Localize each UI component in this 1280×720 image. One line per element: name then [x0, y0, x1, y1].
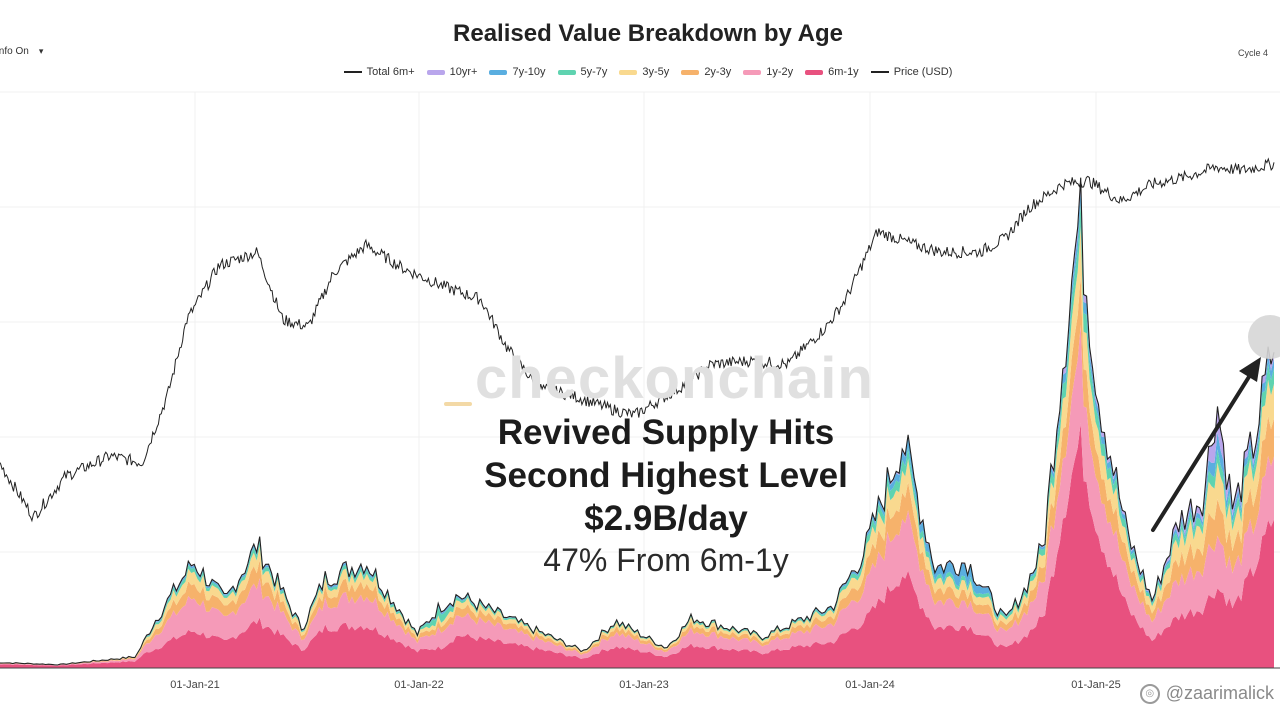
legend-item-5y-7y[interactable]: 5y-7y — [557, 66, 608, 78]
annotation-subtext: 47% From 6m-1y — [543, 542, 789, 578]
legend-label: Price (USD) — [893, 66, 953, 78]
legend-item-price[interactable]: Price (USD) — [870, 66, 953, 78]
swatch-icon — [743, 69, 762, 75]
watermark-logo-mark — [444, 402, 472, 406]
cycle-label[interactable]: Cycle 4 — [1237, 48, 1268, 58]
annotation-line-1: Revived Supply Hits — [497, 413, 835, 452]
author-handle: @zaarimalick — [1165, 683, 1274, 703]
legend-item-10yr[interactable]: 10yr+ — [426, 66, 478, 78]
annotation-value: $2.9B/day — [584, 499, 748, 538]
chart-legend: Total 6m+ 10yr+ 7y-10y 5y-7y 3y-5y 2y-3y… — [0, 66, 1280, 78]
legend-item-1y-2y[interactable]: 1y-2y — [743, 66, 793, 78]
swatch-icon — [619, 69, 638, 75]
legend-item-2y-3y[interactable]: 2y-3y — [681, 66, 731, 78]
trend-arrow — [1151, 357, 1261, 532]
chart-scroll-handle[interactable] — [1248, 315, 1280, 359]
chevron-down-icon: ▾ — [38, 46, 44, 56]
swatch-icon — [489, 69, 508, 75]
line-swatch-icon — [343, 71, 362, 73]
x-tick-label: 01-Jan-22 — [394, 679, 444, 691]
x-axis-ticks: 01-Jan-21 01-Jan-22 01-Jan-23 01-Jan-24 … — [170, 679, 1121, 691]
legend-item-3y-5y[interactable]: 3y-5y — [619, 66, 669, 78]
legend-label: 1y-2y — [766, 66, 794, 78]
swatch-icon — [557, 69, 576, 75]
legend-label: 6m-1y — [828, 66, 859, 78]
stacked-area-series — [0, 177, 1274, 668]
legend-item-7y-10y[interactable]: 7y-10y — [489, 66, 546, 78]
legend-item-6m-1y[interactable]: 6m-1y — [805, 66, 859, 78]
swatch-icon — [805, 69, 824, 75]
legend-item-total[interactable]: Total 6m+ — [343, 66, 415, 78]
annotation-line-2: Second Highest Level — [484, 456, 848, 495]
area-series-1y-2y — [0, 324, 1274, 666]
legend-label: 2y-3y — [704, 66, 732, 78]
price-line — [0, 157, 1275, 523]
x-tick-label: 01-Jan-21 — [170, 679, 220, 691]
legend-label: 3y-5y — [642, 66, 670, 78]
legend-label: 5y-7y — [580, 66, 608, 78]
arrow-head — [1239, 357, 1261, 382]
legend-label: Total 6m+ — [366, 66, 415, 78]
x-tick-label: 01-Jan-24 — [845, 679, 895, 691]
camera-icon: ◎ — [1139, 683, 1160, 704]
info-toggle-label: Info On — [0, 46, 29, 57]
swatch-icon — [426, 69, 445, 75]
area-series-6m-1y — [0, 422, 1274, 668]
line-swatch-icon — [870, 71, 889, 73]
chart-title: Realised Value Breakdown by Age — [453, 20, 843, 47]
info-toggle[interactable]: Info On ▾ — [0, 46, 43, 57]
swatch-icon — [681, 69, 700, 75]
author-credit: ◎ @zaarimalick — [1139, 683, 1274, 704]
watermark: checkonchain — [475, 346, 874, 411]
x-tick-label: 01-Jan-23 — [619, 679, 669, 691]
legend-label: 10yr+ — [449, 66, 478, 78]
x-tick-label: 01-Jan-25 — [1071, 679, 1121, 691]
legend-label: 7y-10y — [512, 66, 546, 78]
total-6m-line — [0, 177, 1275, 666]
